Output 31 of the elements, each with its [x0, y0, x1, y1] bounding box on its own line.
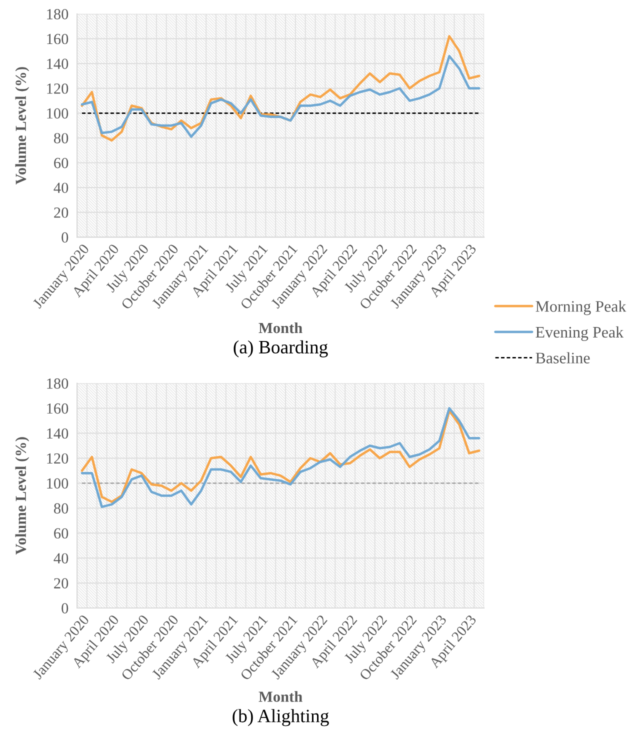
- y-tick-label: 180: [47, 9, 68, 20]
- y-tick-label: 40: [54, 553, 68, 564]
- line-series: [80, 54, 480, 138]
- y-tick-label: 180: [47, 378, 68, 389]
- x-axis-title: Month: [258, 322, 302, 334]
- y-tick-label: 60: [54, 158, 68, 168]
- y-tick-label: 100: [47, 478, 68, 489]
- legend-label: Baseline: [536, 352, 590, 364]
- text: (a) Boarding: [234, 340, 328, 358]
- y-tick-label: 0: [62, 603, 68, 614]
- legend-label: Morning Peak: [536, 300, 626, 316]
- y-tick-label: 160: [47, 34, 68, 44]
- y-tick-label: 100: [47, 108, 68, 119]
- y-tick-label: 160: [47, 403, 68, 414]
- y-tick-label: 140: [47, 58, 68, 69]
- y-tick-label: 0: [62, 232, 68, 243]
- x-axis-title: Month: [258, 691, 302, 702]
- y-tick-label: 20: [54, 208, 68, 218]
- y-axis-title: Volume Level (%): [15, 437, 30, 555]
- y-tick-label: 40: [54, 182, 68, 194]
- y-tick-label: 120: [47, 83, 68, 94]
- y-tick-label: 20: [54, 578, 68, 588]
- line-series: [80, 35, 480, 142]
- y-tick-label: 80: [54, 133, 68, 144]
- y-axis-title: Volume Level (%): [15, 67, 30, 184]
- y-tick-label: 140: [47, 428, 68, 439]
- text: (b) Alighting: [232, 709, 329, 726]
- y-tick-label: 80: [54, 503, 68, 514]
- legend-label: Evening Peak: [536, 326, 624, 341]
- y-tick-label: 60: [54, 528, 68, 539]
- y-tick-label: 120: [47, 453, 68, 464]
